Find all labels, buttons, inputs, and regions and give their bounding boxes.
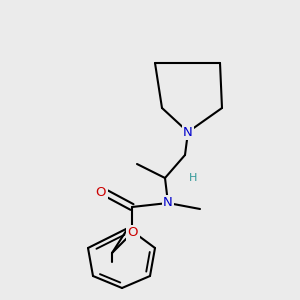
Text: O: O (96, 185, 106, 199)
Text: O: O (128, 226, 138, 239)
Text: N: N (163, 196, 173, 209)
Text: N: N (183, 125, 193, 139)
Text: H: H (189, 173, 197, 183)
